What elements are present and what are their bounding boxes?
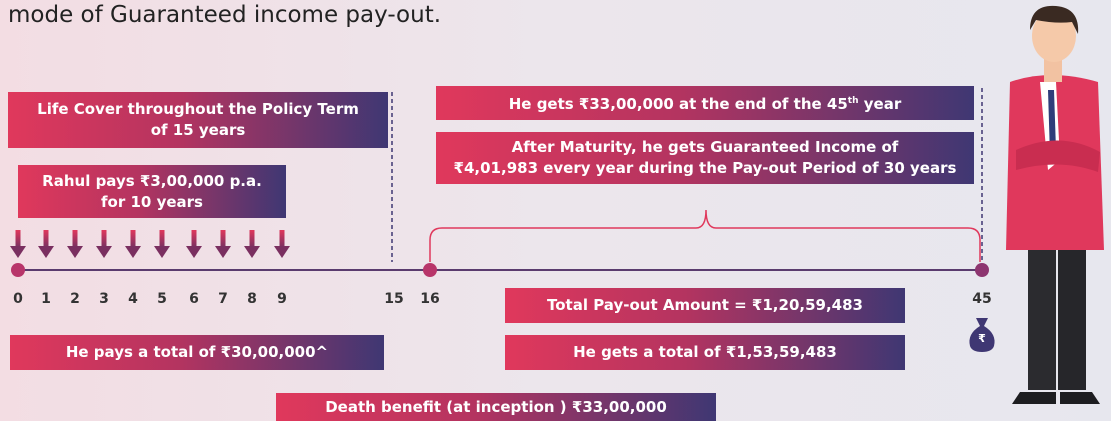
timeline-label: 9: [277, 291, 287, 307]
timeline-dot: [11, 263, 25, 277]
premium-box: Rahul pays ₹3,00,000 p.a. for 10 years: [18, 165, 286, 218]
box-line: Death benefit (at inception ) ₹33,00,000: [325, 397, 667, 418]
timeline-label: 5: [157, 291, 167, 307]
premium-arrow-head: [125, 246, 141, 258]
box-line: Total Pay-out Amount = ₹1,20,59,483: [547, 295, 863, 316]
box-line: ₹4,01,983 every year during the Pay-out …: [454, 158, 957, 179]
gets-total-box: He gets a total of ₹1,53,59,483: [505, 335, 905, 370]
timeline-label: 6: [189, 291, 199, 307]
timeline-label: 15: [384, 291, 403, 307]
income-box: After Maturity, he gets Guaranteed Incom…: [436, 132, 974, 184]
box-line: He pays a total of ₹30,00,000^: [66, 342, 328, 363]
box-line: of 15 years: [151, 120, 246, 141]
timeline-label: 0: [13, 291, 23, 307]
timeline-label: 1: [41, 291, 51, 307]
premium-arrow-head: [186, 246, 202, 258]
premium-arrow-head: [96, 246, 112, 258]
premium-arrow-head: [244, 246, 260, 258]
premium-arrow-head: [67, 246, 83, 258]
box-line: for 10 years: [101, 192, 203, 213]
premium-arrow-head: [38, 246, 54, 258]
timeline-dot: [423, 263, 437, 277]
maturity-tail: year: [864, 95, 901, 113]
timeline-label: 16: [420, 291, 439, 307]
box-line: Rahul pays ₹3,00,000 p.a.: [42, 171, 262, 192]
person-illustration: [1006, 6, 1104, 404]
box-line: He gets ₹33,00,000 at the end of the 45t…: [509, 91, 901, 115]
header-title: mode of Guaranteed income pay-out.: [8, 2, 441, 28]
box-line: He gets a total of ₹1,53,59,483: [573, 342, 837, 363]
bag-symbol: ₹: [978, 332, 986, 345]
premium-arrow-head: [274, 246, 290, 258]
payout-total-box: Total Pay-out Amount = ₹1,20,59,483: [505, 288, 905, 323]
box-line: After Maturity, he gets Guaranteed Incom…: [512, 137, 899, 158]
timeline-label: 8: [247, 291, 257, 307]
maturity-sup: th: [848, 96, 859, 106]
maturity-text: He gets ₹33,00,000 at the end of the 45: [509, 95, 848, 113]
premium-arrow-head: [10, 246, 26, 258]
payout-bracket: [430, 210, 980, 262]
premium-arrow-head: [215, 246, 231, 258]
timeline-label: 45: [972, 291, 991, 307]
death-benefit-box: Death benefit (at inception ) ₹33,00,000: [276, 393, 716, 421]
box-line: Life Cover throughout the Policy Term: [37, 99, 359, 120]
pays-total-box: He pays a total of ₹30,00,000^: [10, 335, 384, 370]
timeline-label: 7: [218, 291, 228, 307]
timeline-label: 2: [70, 291, 80, 307]
timeline-label: 4: [128, 291, 138, 307]
page: 0123456789151645 ₹ mode of Guaranteed in…: [0, 0, 1111, 421]
timeline-dot: [975, 263, 989, 277]
maturity-box: He gets ₹33,00,000 at the end of the 45t…: [436, 86, 974, 120]
premium-arrow-head: [154, 246, 170, 258]
money-bag: ₹: [969, 318, 994, 352]
timeline-label: 3: [99, 291, 109, 307]
life-cover-box: Life Cover throughout the Policy Term of…: [8, 92, 388, 148]
